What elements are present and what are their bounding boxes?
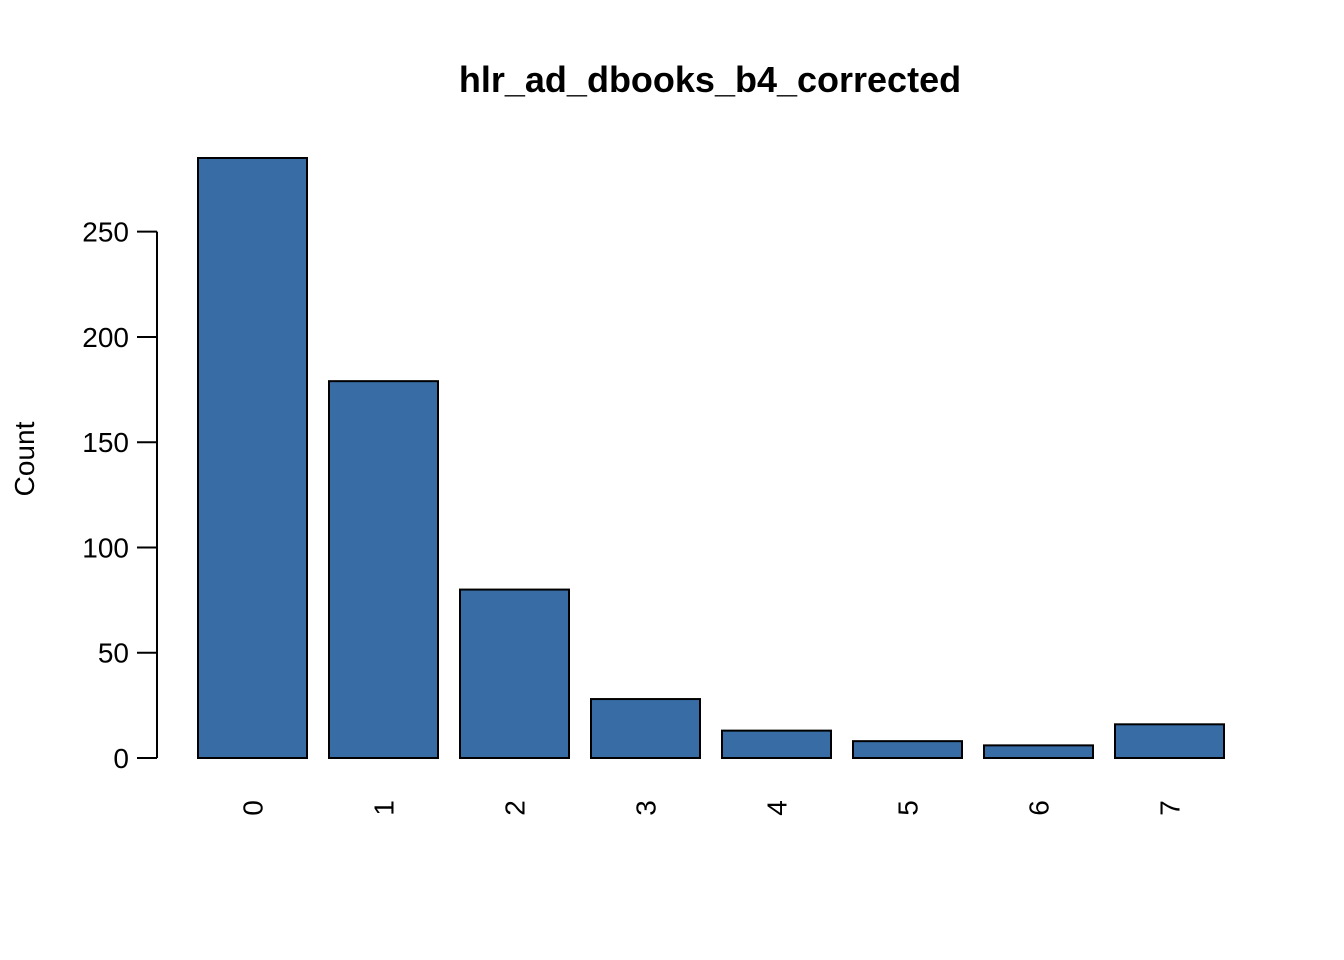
x-tick-label: 0 (238, 800, 269, 816)
bar-7 (1114, 723, 1225, 760)
x-tick-label: 5 (893, 800, 924, 816)
bars (197, 157, 1225, 760)
x-tick-label: 2 (500, 800, 531, 816)
bar-5 (852, 740, 963, 760)
y-tick-label: 0 (113, 743, 129, 774)
bar-2 (459, 588, 570, 759)
x-tick-label: 3 (631, 800, 662, 816)
bar-3 (590, 698, 701, 759)
x-tick-label: 7 (1155, 800, 1186, 816)
bar-0 (197, 157, 308, 759)
y-axis: 0 50 100 150 200 250 (82, 217, 158, 774)
bar-6 (983, 744, 1094, 759)
x-tick-label: 1 (369, 800, 400, 816)
x-tick-label: 6 (1024, 800, 1055, 816)
y-tick-label: 200 (82, 322, 129, 353)
y-axis-label: Count (9, 421, 40, 496)
bar-4 (721, 729, 832, 760)
chart-title: hlr_ad_dbooks_b4_corrected (459, 59, 961, 100)
x-tick-label: 4 (762, 800, 793, 816)
y-tick-label: 100 (82, 532, 129, 563)
y-tick-label: 50 (98, 638, 129, 669)
x-axis-tick-labels: 0 1 2 3 4 5 6 7 (238, 800, 1186, 816)
y-tick-label: 150 (82, 427, 129, 458)
y-tick-label: 250 (82, 217, 129, 248)
bar-1 (328, 380, 439, 759)
